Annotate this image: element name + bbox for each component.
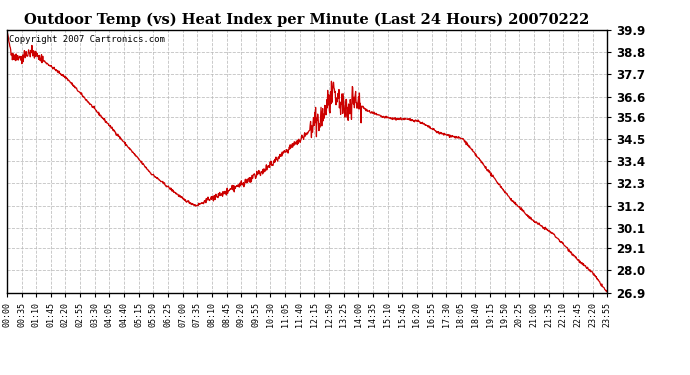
Text: Copyright 2007 Cartronics.com: Copyright 2007 Cartronics.com	[9, 35, 165, 44]
Title: Outdoor Temp (vs) Heat Index per Minute (Last 24 Hours) 20070222: Outdoor Temp (vs) Heat Index per Minute …	[24, 13, 590, 27]
